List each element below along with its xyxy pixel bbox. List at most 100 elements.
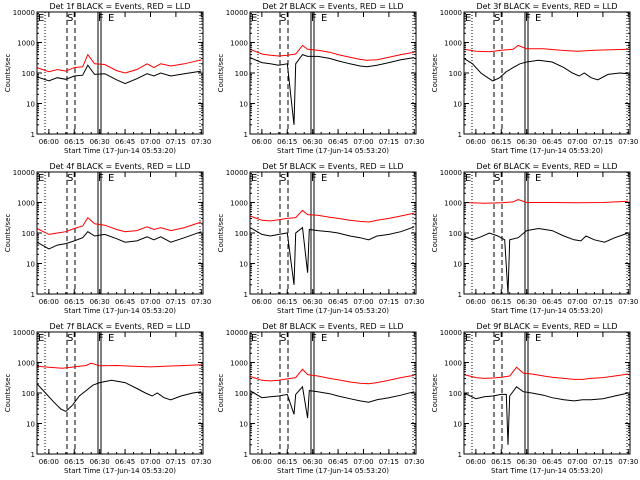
y-tick-label: 10000 bbox=[13, 169, 35, 177]
x-tick-label: 07:30 bbox=[191, 298, 211, 306]
x-tick-label: 07:15 bbox=[379, 298, 399, 306]
y-tick-label: 100 bbox=[449, 390, 462, 398]
y-tick-label: 10 bbox=[26, 101, 35, 109]
y-tick-label: 10 bbox=[239, 261, 248, 269]
y-tick-label: 1000 bbox=[230, 360, 248, 368]
x-tick-label: 07:15 bbox=[166, 298, 186, 306]
x-tick-label: 06:30 bbox=[517, 138, 537, 146]
x-tick-label: 07:15 bbox=[593, 458, 613, 466]
x-tick-label: 07:00 bbox=[567, 298, 587, 306]
panel-title: Det 5f BLACK = Events, RED = LLD bbox=[262, 162, 403, 171]
event-marker-label: F bbox=[98, 333, 104, 344]
y-tick-label: 1000 bbox=[230, 40, 248, 48]
series-events-line bbox=[463, 57, 629, 82]
event-marker-label: F bbox=[311, 333, 317, 344]
x-tick-label: 07:30 bbox=[618, 458, 638, 466]
x-tick-label: 06:45 bbox=[115, 298, 135, 306]
y-tick-label: 1000 bbox=[444, 200, 462, 208]
event-marker-label: F bbox=[98, 13, 104, 24]
series-lld-line bbox=[36, 53, 202, 74]
series-events-line bbox=[463, 227, 629, 295]
event-marker-label: S bbox=[494, 13, 500, 24]
event-marker-label: S bbox=[280, 173, 286, 184]
plot-frame bbox=[249, 331, 417, 455]
x-axis-label: Start Time (17-Jun-14 05:53:20) bbox=[64, 467, 176, 475]
series-lld-line bbox=[249, 209, 415, 223]
y-tick-label: 100 bbox=[449, 70, 462, 78]
x-tick-label: 07:00 bbox=[140, 458, 160, 466]
y-tick-label: 100 bbox=[235, 390, 248, 398]
x-tick-label: 06:30 bbox=[90, 458, 110, 466]
y-axis-label: Counts/sec bbox=[217, 374, 225, 413]
event-marker-label: E bbox=[535, 333, 541, 344]
x-tick-label: 06:30 bbox=[517, 298, 537, 306]
event-marker-label: E bbox=[108, 13, 114, 24]
event-marker-label: S bbox=[67, 13, 73, 24]
plot-frame bbox=[36, 11, 204, 135]
y-tick-label: 1 bbox=[31, 131, 35, 139]
x-tick-label: 07:30 bbox=[618, 138, 638, 146]
y-tick-label: 1000 bbox=[17, 360, 35, 368]
y-axis-label: Counts/sec bbox=[217, 54, 225, 93]
y-tick-label: 10000 bbox=[226, 329, 248, 337]
panel-title: Det 9f BLACK = Events, RED = LLD bbox=[476, 322, 617, 331]
event-marker-label: S bbox=[494, 173, 500, 184]
x-tick-label: 07:00 bbox=[140, 138, 160, 146]
event-marker-label: E bbox=[321, 173, 327, 184]
x-tick-label: 07:30 bbox=[404, 138, 424, 146]
series-lld-line bbox=[463, 198, 629, 204]
x-axis-label: Start Time (17-Jun-14 05:53:20) bbox=[277, 467, 389, 475]
x-tick-label: 07:30 bbox=[191, 458, 211, 466]
y-tick-label: 1 bbox=[31, 451, 35, 459]
panel-title: Det 7f BLACK = Events, RED = LLD bbox=[49, 322, 190, 331]
x-tick-label: 07:30 bbox=[404, 298, 424, 306]
y-axis-label: Counts/sec bbox=[431, 214, 439, 253]
y-tick-label: 1 bbox=[458, 291, 462, 299]
y-tick-label: 10000 bbox=[226, 169, 248, 177]
y-tick-label: 10 bbox=[26, 261, 35, 269]
panel-title: Det 2f BLACK = Events, RED = LLD bbox=[262, 2, 403, 11]
plot-frame bbox=[463, 331, 631, 455]
x-tick-label: 07:00 bbox=[353, 138, 373, 146]
x-tick-label: 06:45 bbox=[328, 138, 348, 146]
y-tick-label: 1 bbox=[244, 131, 248, 139]
x-tick-label: 06:00 bbox=[39, 458, 59, 466]
event-marker-label: E bbox=[251, 13, 257, 24]
plot-frame bbox=[249, 11, 417, 135]
x-tick-label: 06:15 bbox=[64, 138, 84, 146]
event-marker-label: F bbox=[525, 13, 531, 24]
x-tick-label: 07:15 bbox=[593, 138, 613, 146]
x-axis-label: Start Time (17-Jun-14 05:53:20) bbox=[491, 147, 603, 155]
event-marker-label: E bbox=[321, 13, 327, 24]
series-events-line bbox=[463, 386, 629, 445]
event-marker-label: F bbox=[311, 13, 317, 24]
series-events-line bbox=[36, 64, 202, 85]
x-tick-label: 07:30 bbox=[404, 458, 424, 466]
x-tick-label: 06:15 bbox=[491, 138, 511, 146]
x-tick-label: 06:00 bbox=[252, 458, 272, 466]
y-tick-label: 100 bbox=[235, 230, 248, 238]
x-axis-label: Start Time (17-Jun-14 05:53:20) bbox=[491, 467, 603, 475]
event-marker-label: E bbox=[38, 13, 44, 24]
x-tick-label: 07:15 bbox=[166, 458, 186, 466]
panel-title: Det 3f BLACK = Events, RED = LLD bbox=[476, 2, 617, 11]
event-marker-label: S bbox=[494, 333, 500, 344]
x-tick-label: 06:30 bbox=[303, 458, 323, 466]
x-tick-label: 07:15 bbox=[593, 298, 613, 306]
y-tick-label: 10 bbox=[453, 261, 462, 269]
event-marker-label: E bbox=[321, 333, 327, 344]
y-tick-label: 10 bbox=[453, 421, 462, 429]
x-axis-label: Start Time (17-Jun-14 05:53:20) bbox=[64, 307, 176, 315]
x-tick-label: 07:00 bbox=[140, 298, 160, 306]
y-tick-label: 10000 bbox=[226, 9, 248, 17]
series-events-line bbox=[249, 385, 415, 419]
event-marker-label: E bbox=[251, 173, 257, 184]
series-events-line bbox=[36, 231, 202, 250]
x-tick-label: 06:45 bbox=[328, 458, 348, 466]
x-tick-label: 06:00 bbox=[39, 298, 59, 306]
x-axis-label: Start Time (17-Jun-14 05:53:20) bbox=[491, 307, 603, 315]
y-axis-label: Counts/sec bbox=[4, 54, 12, 93]
x-tick-label: 06:00 bbox=[252, 138, 272, 146]
